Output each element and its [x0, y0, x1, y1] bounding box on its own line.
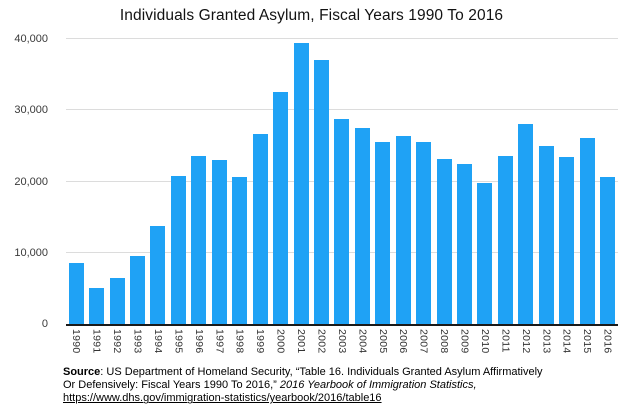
- bar-2009: [457, 164, 473, 324]
- x-tick-label: 2012: [519, 329, 532, 354]
- bar-1990: [68, 263, 84, 324]
- bar-1994: [150, 225, 166, 324]
- x-tick-label: 1992: [111, 329, 124, 354]
- x-tick-label: 2002: [315, 329, 328, 354]
- x-tick-label: 2011: [499, 329, 512, 353]
- source-line-3: https://www.dhs.gov/immigration-statisti…: [63, 392, 603, 405]
- bar-2010: [477, 182, 493, 324]
- x-tick-label: 2015: [581, 329, 594, 354]
- bar-2007: [416, 142, 432, 324]
- source-line-2: Or Defensively: Fiscal Years 1990 To 201…: [63, 379, 603, 392]
- x-tick-label: 2005: [376, 329, 389, 354]
- bar-2005: [375, 142, 391, 324]
- bar-1998: [232, 177, 248, 324]
- x-tick-label: 1993: [131, 329, 144, 354]
- bar-2015: [579, 138, 595, 324]
- x-tick-label: 1999: [254, 329, 267, 354]
- x-tick-label: 2001: [295, 329, 308, 354]
- bar-2002: [313, 59, 329, 324]
- bar-2016: [600, 177, 616, 324]
- chart-title: Individuals Granted Asylum, Fiscal Years…: [119, 7, 504, 24]
- x-tick-label: 2016: [601, 329, 614, 354]
- x-tick-label: 2009: [458, 329, 471, 354]
- x-tick-label: 1997: [213, 329, 226, 354]
- y-axis: 0 10,000 20,000 30,000 40,000: [0, 33, 58, 330]
- bar-1992: [109, 278, 125, 324]
- x-tick-label: 2006: [397, 329, 410, 354]
- y-tick-label: 30,000: [14, 104, 48, 117]
- bar-1993: [130, 255, 146, 324]
- source-line-2-text: Or Defensively: Fiscal Years 1990 To 201…: [63, 379, 280, 392]
- bar-1996: [191, 155, 207, 324]
- x-tick-label: 2000: [274, 329, 287, 354]
- bar-2011: [497, 155, 513, 324]
- x-tick-label: 2004: [356, 329, 369, 354]
- source-note: Source: US Department of Homeland Securi…: [63, 366, 603, 406]
- y-tick-label: 10,000: [14, 246, 48, 259]
- source-line-1: Source: US Department of Homeland Securi…: [63, 366, 603, 379]
- source-label: Source: [63, 366, 101, 378]
- y-tick-label: 40,000: [14, 33, 48, 45]
- bar-2004: [354, 128, 370, 324]
- source-line-1-text: : US Department of Homeland Security, “T…: [100, 366, 543, 378]
- bar-1997: [211, 160, 227, 324]
- bar-2000: [273, 91, 289, 324]
- x-tick-label: 1995: [172, 329, 185, 354]
- gridline: [66, 109, 618, 111]
- plot-area: [66, 38, 618, 326]
- gridline: [66, 38, 618, 39]
- bar-1995: [170, 175, 186, 324]
- bar-2001: [293, 43, 309, 324]
- bar-2003: [334, 118, 350, 324]
- source-yearbook-title: 2016 Yearbook of Immigration Statistics,: [279, 379, 477, 392]
- x-tick-label: 1994: [151, 329, 164, 354]
- source-link[interactable]: https://www.dhs.gov/immigration-statisti…: [63, 392, 382, 405]
- x-tick-label: 2010: [478, 329, 491, 354]
- bar-2013: [538, 145, 554, 324]
- x-axis-labels: 1990 1991 1992 1993 1994 1995 1996 1997 1998 1999…: [66, 329, 618, 354]
- x-tick-label: 2013: [540, 329, 553, 354]
- y-tick-label: 0: [41, 318, 48, 330]
- bar-1991: [89, 287, 105, 324]
- x-tick-label: 2008: [438, 329, 451, 354]
- y-tick-label: 20,000: [14, 175, 48, 188]
- bar-2006: [395, 135, 411, 324]
- x-tick-label: 1998: [233, 329, 246, 354]
- x-tick-label: 2014: [560, 329, 573, 354]
- x-axis-line: [66, 324, 618, 326]
- bar-1999: [252, 133, 268, 324]
- x-tick-label: 1996: [192, 329, 205, 354]
- x-tick-label: 2007: [417, 329, 430, 354]
- bars: [66, 39, 618, 324]
- x-tick-label: 2003: [335, 329, 348, 354]
- bar-2008: [436, 158, 452, 324]
- bar-2014: [559, 156, 575, 324]
- bar-2012: [518, 123, 534, 324]
- x-tick-label: 1991: [90, 329, 103, 354]
- x-tick-label: 1990: [70, 329, 83, 354]
